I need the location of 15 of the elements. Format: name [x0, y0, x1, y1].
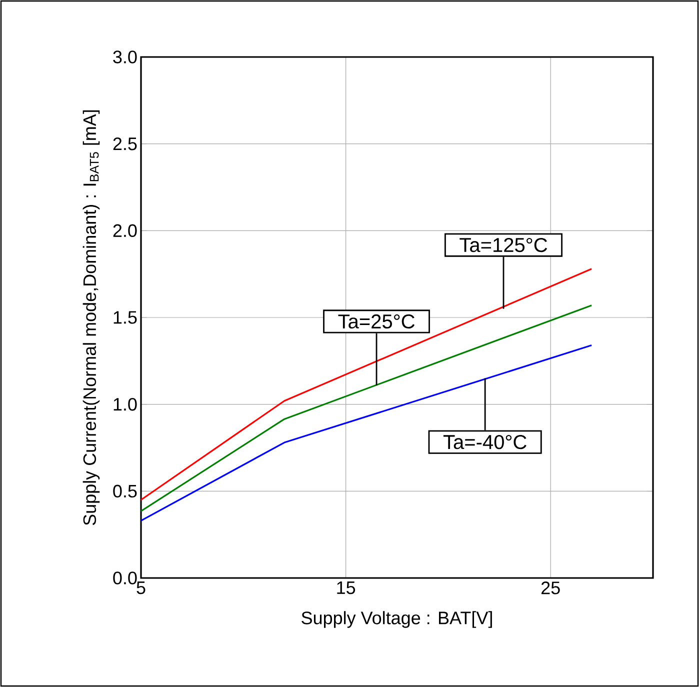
x-tick-label: 5 — [136, 582, 146, 594]
annotation: Ta=125°C — [460, 238, 548, 252]
annotation: Ta=25°C — [338, 314, 415, 329]
y-tick-label: 2.0 — [113, 224, 137, 238]
y-tick-label: 2.5 — [113, 137, 137, 150]
y-tick-label: 1.5 — [114, 311, 137, 324]
y-tick-label: 0.0 — [113, 572, 137, 584]
x-tick-label: 25 — [542, 582, 560, 594]
y-tick-label: 3.0 — [113, 50, 137, 64]
annotation: Ta=-40°C — [443, 434, 526, 450]
x-axis-title: Supply Voltage : BAT[V] — [302, 611, 492, 628]
x-tick-label: 15 — [337, 582, 356, 594]
y-tick-label: 0.5 — [113, 484, 137, 498]
y-axis-title: Supply Current(Normal mode,Dominant) : I$_{BAT5}$ [mA] — [82, 110, 100, 526]
y-tick-label: 1.0 — [114, 398, 137, 411]
